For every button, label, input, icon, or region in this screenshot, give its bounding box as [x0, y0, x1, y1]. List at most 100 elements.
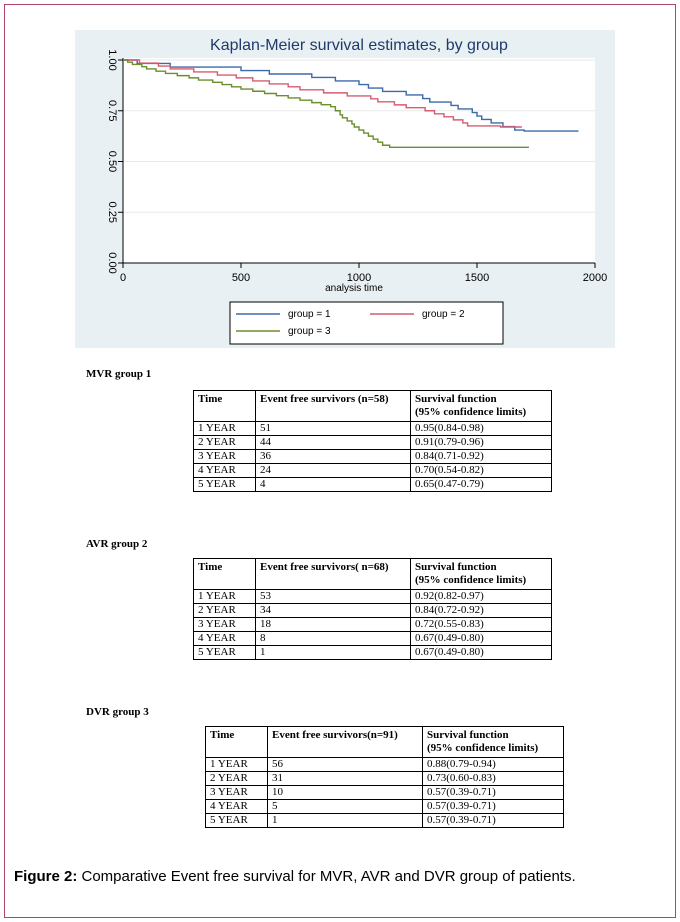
cell-function: 0.73(0.60-0.83) [422, 771, 564, 786]
table-row: 3 YEAR 36 0.84(0.71-0.92) [193, 449, 552, 464]
cell-survivors: 4 [255, 477, 411, 492]
table-row: 2 YEAR 44 0.91(0.79-0.96) [193, 435, 552, 450]
cell-function: 0.91(0.79-0.96) [410, 435, 552, 450]
series-line-group-3 [123, 59, 529, 148]
table-header-row: Time Event free survivors (n=58) Surviva… [193, 390, 552, 422]
cell-time: 1 YEAR [193, 589, 256, 604]
table-row: 5 YEAR 4 0.65(0.47-0.79) [193, 477, 552, 492]
legend-label-group-3: group = 3 [288, 326, 331, 337]
header-function-title: Survival function [415, 393, 497, 405]
header-survivors: Event free survivors(n=91) [267, 726, 423, 758]
table-title-mvr: MVR group 1 [86, 368, 152, 380]
x-tick-label: 500 [232, 272, 250, 284]
cell-time: 5 YEAR [193, 477, 256, 492]
cell-time: 4 YEAR [193, 463, 256, 478]
cell-function: 0.57(0.39-0.71) [422, 785, 564, 800]
x-tick-label: 1500 [465, 272, 489, 284]
cell-time: 3 YEAR [193, 617, 256, 632]
cell-survivors: 5 [267, 799, 423, 814]
cell-time: 1 YEAR [205, 757, 268, 772]
cell-time: 2 YEAR [193, 435, 256, 450]
cell-function: 0.72(0.55-0.83) [410, 617, 552, 632]
table-row: 3 YEAR 18 0.72(0.55-0.83) [193, 617, 552, 632]
x-tick-label: 0 [120, 272, 126, 284]
table-header-row: Time Event free survivors(n=91) Survival… [205, 726, 564, 758]
y-tick-label: 0.75 [106, 100, 118, 121]
cell-time: 3 YEAR [193, 449, 256, 464]
cell-function: 0.65(0.47-0.79) [410, 477, 552, 492]
cell-function: 0.92(0.82-0.97) [410, 589, 552, 604]
legend-label-group-1: group = 1 [288, 309, 331, 320]
header-function-title: Survival function [415, 561, 497, 573]
cell-time: 2 YEAR [193, 603, 256, 618]
cell-survivors: 53 [255, 589, 411, 604]
cell-time: 2 YEAR [205, 771, 268, 786]
cell-time: 1 YEAR [193, 421, 256, 436]
figure-caption: Figure 2: Comparative Event free surviva… [14, 866, 664, 887]
table-row: 4 YEAR 8 0.67(0.49-0.80) [193, 631, 552, 646]
x-axis-label: analysis time [325, 283, 383, 294]
x-tick-label: 1000 [347, 272, 371, 284]
cell-survivors: 56 [267, 757, 423, 772]
legend-label-group-2: group = 2 [422, 309, 465, 320]
cell-survivors: 8 [255, 631, 411, 646]
header-time: Time [205, 726, 268, 758]
chart-title: Kaplan-Meier survival estimates, by grou… [210, 37, 508, 54]
caption-text: Comparative Event free survival for MVR,… [77, 868, 576, 885]
table-row: 4 YEAR 5 0.57(0.39-0.71) [205, 799, 564, 814]
header-function-title: Survival function [427, 729, 509, 741]
series-line-group-2 [123, 59, 522, 128]
y-tick-label: 0.50 [106, 151, 118, 172]
table-row: 2 YEAR 34 0.84(0.72-0.92) [193, 603, 552, 618]
cell-survivors: 51 [255, 421, 411, 436]
header-time: Time [193, 558, 256, 590]
series-line-group-1 [123, 59, 579, 132]
cell-time: 5 YEAR [193, 645, 256, 660]
cell-function: 0.88(0.79-0.94) [422, 757, 564, 772]
header-survivors: Event free survivors (n=58) [255, 390, 411, 422]
header-function-sub: (95% confidence limits) [427, 742, 539, 754]
cell-survivors: 36 [255, 449, 411, 464]
table-title-avr: AVR group 2 [86, 538, 148, 550]
cell-survivors: 24 [255, 463, 411, 478]
cell-function: 0.95(0.84-0.98) [410, 421, 552, 436]
header-function: Survival function (95% confidence limits) [422, 726, 564, 758]
cell-survivors: 10 [267, 785, 423, 800]
table-title-dvr: DVR group 3 [86, 706, 149, 718]
cell-time: 5 YEAR [205, 813, 268, 828]
survival-table-dvr: Time Event free survivors(n=91) Survival… [205, 726, 564, 828]
cell-function: 0.57(0.39-0.71) [422, 813, 564, 828]
cell-time: 4 YEAR [193, 631, 256, 646]
cell-time: 4 YEAR [205, 799, 268, 814]
table-row: 1 YEAR 53 0.92(0.82-0.97) [193, 589, 552, 604]
survival-table-avr: Time Event free survivors( n=68) Surviva… [193, 558, 552, 660]
header-function-sub: (95% confidence limits) [415, 574, 527, 586]
table-row: 1 YEAR 51 0.95(0.84-0.98) [193, 421, 552, 436]
cell-function: 0.84(0.72-0.92) [410, 603, 552, 618]
survival-table-mvr: Time Event free survivors (n=58) Surviva… [193, 390, 552, 492]
table-row: 1 YEAR 56 0.88(0.79-0.94) [205, 757, 564, 772]
table-row: 5 YEAR 1 0.57(0.39-0.71) [205, 813, 564, 828]
cell-function: 0.67(0.49-0.80) [410, 645, 552, 660]
cell-survivors: 1 [255, 645, 411, 660]
km-chart: Kaplan-Meier survival estimates, by grou… [75, 30, 615, 360]
header-function-sub: (95% confidence limits) [415, 406, 527, 418]
cell-survivors: 31 [267, 771, 423, 786]
table-row: 4 YEAR 24 0.70(0.54-0.82) [193, 463, 552, 478]
caption-label: Figure 2: [14, 868, 78, 885]
cell-function: 0.84(0.71-0.92) [410, 449, 552, 464]
x-tick-label: 2000 [583, 272, 607, 284]
header-function: Survival function (95% confidence limits) [410, 558, 552, 590]
legend-box [229, 301, 504, 345]
table-row: 5 YEAR 1 0.67(0.49-0.80) [193, 645, 552, 660]
y-tick-label: 1.00 [106, 49, 118, 70]
table-row: 3 YEAR 10 0.57(0.39-0.71) [205, 785, 564, 800]
km-chart-svg: Kaplan-Meier survival estimates, by grou… [75, 30, 615, 348]
header-time: Time [193, 390, 256, 422]
cell-function: 0.67(0.49-0.80) [410, 631, 552, 646]
header-function: Survival function (95% confidence limits) [410, 390, 552, 422]
cell-function: 0.70(0.54-0.82) [410, 463, 552, 478]
table-header-row: Time Event free survivors( n=68) Surviva… [193, 558, 552, 590]
cell-survivors: 34 [255, 603, 411, 618]
cell-function: 0.57(0.39-0.71) [422, 799, 564, 814]
